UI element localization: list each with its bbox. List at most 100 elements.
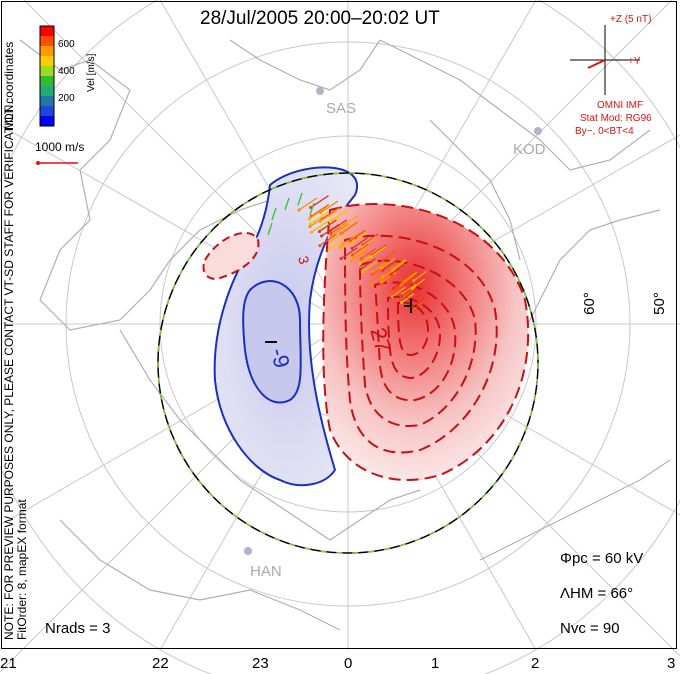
velocity-vector [382, 249, 398, 261]
velocity-vector-origin [410, 286, 414, 290]
latitude-label-60: 60° [580, 292, 598, 315]
velocity-vector-origin [379, 266, 383, 270]
colorbar-swatch [40, 116, 54, 127]
velocity-vector-origin [308, 222, 312, 226]
velocity-vector [413, 271, 427, 282]
colorbar-swatch [40, 56, 54, 67]
velocity-vector-origin [307, 217, 311, 221]
velocity-vector [351, 237, 368, 250]
velocity-vector-origin [391, 286, 395, 290]
velocity-vector-origin [329, 232, 333, 236]
velocity-vector-origin [328, 229, 332, 233]
velocity-vector-origin [338, 231, 342, 235]
imf-bz-label: +Z (5 nT) [610, 14, 652, 25]
small-positive-cell [202, 231, 260, 280]
velocity-vector [298, 197, 318, 211]
velocity-vector [412, 297, 426, 308]
velocity-vector [267, 222, 273, 236]
velocity-vector-origin [369, 282, 373, 286]
scale-label: 1000 m/s [35, 140, 85, 154]
velocity-vector [297, 192, 303, 206]
velocity-vector-origin [309, 206, 313, 210]
velocity-vector [309, 211, 329, 225]
velocity-vector [392, 258, 407, 270]
velocity-vector [319, 219, 337, 233]
velocity-vector [380, 258, 396, 270]
fit-info: FitOrder: 8, mapEX format [15, 499, 29, 640]
velocity-vector-origin [330, 218, 334, 222]
velocity-vector [329, 219, 348, 232]
velocity-vector [319, 209, 338, 223]
map-title: 28/Jul/2005 20:00–20:02 UT [200, 8, 440, 29]
velocity-vector-origin [411, 305, 415, 309]
velocity-colorbar [39, 25, 55, 127]
colorbar-tick-200: 200 [58, 93, 75, 104]
stat-phi-pc: Φpc = 60 kV [560, 550, 644, 567]
latitude-label-50: 50° [650, 292, 668, 315]
velocity-vector [391, 286, 406, 298]
velocity-vector-origin [328, 246, 332, 250]
mlt-label-3: 3 [667, 655, 676, 672]
velocity-vector [339, 221, 357, 234]
velocity-vector-origin [310, 230, 314, 234]
velocity-vector-origin [400, 294, 404, 298]
velocity-vector-origin [297, 208, 301, 212]
velocity-vector [341, 214, 359, 228]
velocity-vector [331, 223, 349, 237]
velocity-vector-origin [389, 272, 393, 276]
imf-model: Stat Mod: RG96 [580, 113, 652, 124]
mlt-label-21: 21 [0, 655, 17, 672]
preview-note: NOTE: FOR PREVIEW PURPOSES ONLY, PLEASE … [2, 101, 16, 640]
velocity-vector [340, 247, 358, 260]
velocity-vector-origin [360, 270, 364, 274]
velocity-vector [362, 233, 379, 246]
velocity-vector [401, 292, 415, 304]
velocity-vector [349, 229, 366, 242]
mlt-label-1: 1 [431, 655, 440, 672]
velocity-vector-origin [349, 257, 353, 261]
velocity-vector [400, 274, 414, 286]
velocity-vector-origin [350, 241, 354, 245]
imf-vector [587, 59, 606, 69]
velocity-vector [310, 203, 330, 217]
mlt-label-0: 0 [344, 655, 353, 672]
velocity-vector-origin [318, 244, 322, 248]
velocity-vector-origin [380, 277, 384, 281]
velocity-vector-origin [308, 225, 312, 229]
velocity-vector [362, 260, 378, 273]
velocity-vector [412, 299, 426, 310]
colorbar-swatch [40, 86, 54, 97]
velocity-vector-origin [319, 211, 323, 215]
velocity-vector-origin [338, 245, 342, 249]
radar-site-kod: KOD [513, 141, 546, 158]
velocity-vector [371, 263, 387, 275]
velocity-vector-origin [390, 290, 394, 294]
velocity-vector-origin [329, 239, 333, 243]
velocity-vector-origin [399, 283, 403, 287]
velocity-vector [392, 259, 407, 271]
plot-frame [1, 1, 677, 649]
velocity-vector [390, 264, 405, 275]
velocity-vector [351, 232, 368, 244]
velocity-vector-origin [317, 229, 321, 233]
velocity-vector [403, 271, 418, 283]
velocity-vector-origin [379, 282, 383, 286]
velocity-vector-origin [400, 279, 404, 283]
radar-site-sas: SAS [326, 100, 357, 117]
mlt-label-2: 2 [531, 655, 540, 672]
colorbar-swatch [40, 106, 54, 117]
mlt-label-22: 22 [152, 655, 169, 672]
velocity-vector-origin [370, 272, 374, 276]
velocity-vector-origin [400, 301, 404, 305]
velocity-vector [361, 235, 377, 248]
velocity-vector [370, 246, 386, 258]
velocity-vector [321, 206, 340, 220]
colorbar-swatch [40, 96, 54, 107]
velocity-vector [329, 236, 347, 249]
velocity-vector [402, 271, 416, 282]
velocity-vector-origin [350, 253, 354, 257]
velocity-vector-origin [359, 257, 363, 261]
velocity-vector [402, 283, 417, 295]
